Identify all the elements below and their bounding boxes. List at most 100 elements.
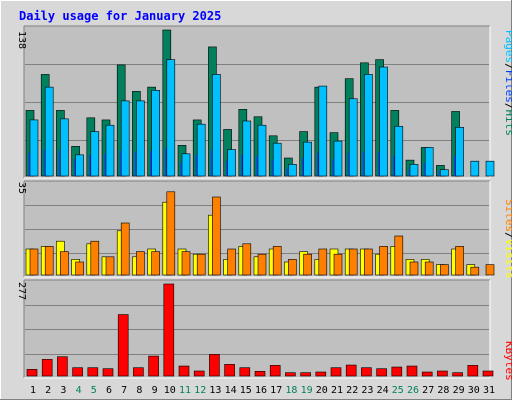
bar-kbytes-day-31 [482,370,494,377]
bar-kbytes-day-12 [193,370,205,377]
bar-kbytes-day-5 [87,367,99,377]
bar-kbytes-day-15 [239,367,251,377]
bar-kbytes-day-14 [224,364,235,377]
bars-visits-sites [25,191,495,276]
x-tick-label: 26 [407,385,419,396]
bar-sites-day-29 [455,246,464,276]
bar-sites-day-12 [196,253,206,276]
bar-sites-day-19 [303,253,312,276]
bar-sites-day-6 [105,256,115,276]
x-tick-label: 8 [136,385,142,396]
bar-sites-day-1 [29,248,39,276]
bar-kbytes-day-4 [72,367,83,377]
bar-sites-day-10 [166,191,176,276]
x-tick-label: 22 [346,385,358,396]
bar-files-day-2 [43,149,45,176]
bar-pages-day-8 [136,100,145,177]
bar-sites-day-24 [379,246,388,276]
bar-pages-day-19 [303,141,312,177]
bar-pages-day-20 [318,85,328,177]
bar-pages-day-24 [379,66,388,177]
bar-sites-day-27 [424,261,434,276]
bar-kbytes-day-2 [41,359,53,377]
bar-sites-day-25 [394,235,404,276]
bar-files-day-20 [317,152,319,176]
legend-visits: Visits [503,239,512,279]
x-tick-label: 21 [331,385,343,396]
panel-kbytes: 277 [16,279,494,379]
bar-pages-day-25 [394,125,404,177]
bar-files-day-18 [286,168,289,176]
bar-sites-day-9 [151,251,160,276]
legend-sites: Sites [503,199,512,232]
x-tick-label: 30 [468,385,480,396]
bar-sites-day-13 [212,196,221,276]
bar-sites-day-28 [440,264,449,276]
bar-kbytes-day-6 [102,368,114,377]
gridlines-middle [25,205,489,254]
bar-pages-day-27 [424,147,434,177]
bar-kbytes-day-25 [391,366,403,377]
bar-sites-day-22 [348,248,358,276]
x-tick-label: 4 [76,385,82,396]
bar-pages-day-31 [485,160,495,177]
bar-kbytes-day-20 [315,371,327,377]
x-tick-label: 24 [377,385,389,396]
bar-sites-day-26 [409,261,419,276]
x-tick-label: 19 [301,385,313,396]
x-tick-label: 9 [152,385,158,396]
legend-bottom: KBytes [503,341,512,381]
bar-pages-day-1 [29,119,39,177]
bar-pages-day-22 [348,98,358,177]
bar-kbytes-day-7 [117,314,129,377]
bar-pages-day-28 [440,169,449,177]
bar-files-day-11 [180,162,182,176]
bar-kbytes-day-18 [285,372,296,377]
bar-files-day-24 [378,151,380,176]
x-tick-label: 16 [255,385,267,396]
bar-pages-day-12 [196,123,206,177]
x-tick-label: 14 [225,385,237,396]
bar-sites-day-11 [181,251,191,276]
bar-sites-day-3 [60,251,69,276]
bar-sites-day-15 [242,243,252,276]
bar-kbytes-day-27 [421,371,433,377]
bar-pages-day-14 [227,149,236,177]
bar-kbytes-day-28 [437,370,448,377]
bar-files-day-5 [89,154,91,176]
bar-kbytes-day-24 [376,368,387,377]
bar-pages-day-23 [364,74,373,177]
bar-pages-day-10 [166,59,176,177]
bar-pages-day-6 [105,124,115,177]
bar-sites-day-7 [120,222,130,276]
legend-hits: Hits [503,110,512,137]
x-tick-label: 11 [179,385,191,396]
x-tick-label: 20 [316,385,328,396]
bar-sites-day-31 [485,264,495,276]
bar-files-day-10 [165,148,167,176]
x-tick-label: 17 [270,385,282,396]
bar-pages-day-16 [257,124,267,177]
ymax-label-top: 138 [16,31,27,49]
bar-sites-day-21 [333,253,343,276]
bar-pages-day-2 [44,86,54,177]
bar-pages-day-4 [75,154,84,177]
x-tick-label: 25 [392,385,404,396]
bar-files-day-4 [74,159,76,176]
bar-kbytes-day-11 [178,365,190,377]
x-tick-label: 1 [30,385,36,396]
bar-kbytes-day-21 [330,367,342,377]
panel-visits-sites: 35 [16,180,495,278]
bar-files-day-17 [271,160,273,176]
bar-files-day-16 [256,155,258,176]
bar-sites-day-23 [364,248,373,276]
bar-pages-day-26 [409,164,419,177]
x-tick-label: 31 [483,385,495,396]
bar-files-day-28 [438,170,441,176]
bar-kbytes-day-29 [452,372,463,377]
bar-files-day-1 [28,152,30,176]
bar-pages-day-13 [212,74,221,177]
bar-files-day-27 [423,163,425,176]
legend-separator: / [503,103,512,110]
